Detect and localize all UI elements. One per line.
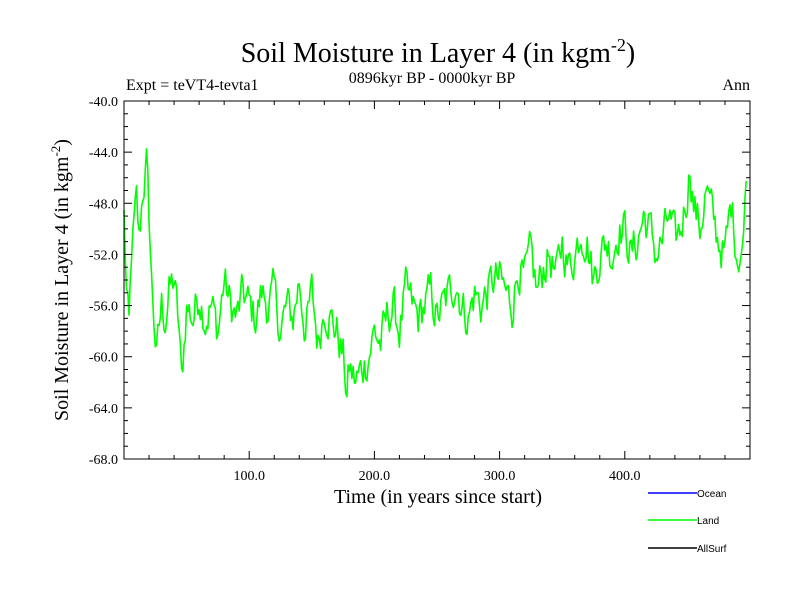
x-axis-label: Time (in years since start)	[334, 486, 542, 508]
y-tick-label: -56.0	[89, 300, 118, 315]
y-tick-label: -60.0	[89, 351, 118, 366]
y-tick-label: -52.0	[89, 248, 118, 263]
chart-title-main: Soil Moisture in Layer 4 (in kgm	[241, 38, 611, 69]
y-axis-label-suffix: )	[51, 139, 73, 146]
plot-series	[123, 148, 747, 398]
x-tick-label: 100.0	[233, 469, 265, 484]
plot-axes: -40.0 -44.0 -48.0 -52.0 -56.0 -60.0 -64.0 -68.0…	[89, 95, 751, 484]
chart-title: Soil Moisture in Layer 4 (in kgm-2)	[241, 35, 636, 69]
y-axis-label-main: Soil Moisture in Layer 4 (in kgm	[51, 156, 73, 421]
x-tick-label: 300.0	[484, 469, 516, 484]
x-tick-label: 400.0	[609, 469, 641, 484]
y-tick-label: -40.0	[89, 95, 118, 110]
y-tick-label: -64.0	[89, 402, 118, 417]
legend-label-land: Land	[697, 516, 719, 527]
y-axis-label-superscript: -2	[48, 146, 63, 157]
y-tick-label: -48.0	[89, 197, 118, 212]
series-line-land	[123, 148, 747, 398]
legend: Ocean Land AllSurf	[648, 489, 727, 555]
legend-label-ocean: Ocean	[697, 489, 726, 500]
chart-title-suffix: )	[626, 38, 635, 69]
legend-label-allsurf: AllSurf	[697, 544, 727, 555]
y-tick-label: -44.0	[89, 146, 118, 161]
experiment-label: Expt = teVT4-tevta1	[126, 77, 259, 94]
x-tick-label: 200.0	[359, 469, 391, 484]
season-label: Ann	[722, 77, 750, 94]
chart-title-superscript: -2	[611, 35, 626, 55]
plot-frame	[123, 100, 751, 460]
time-range-subtitle: 0896kyr BP - 0000kyr BP	[349, 70, 516, 87]
y-tick-label: -68.0	[89, 453, 118, 468]
y-axis-label: Soil Moisture in Layer 4 (in kgm-2)	[48, 139, 73, 421]
